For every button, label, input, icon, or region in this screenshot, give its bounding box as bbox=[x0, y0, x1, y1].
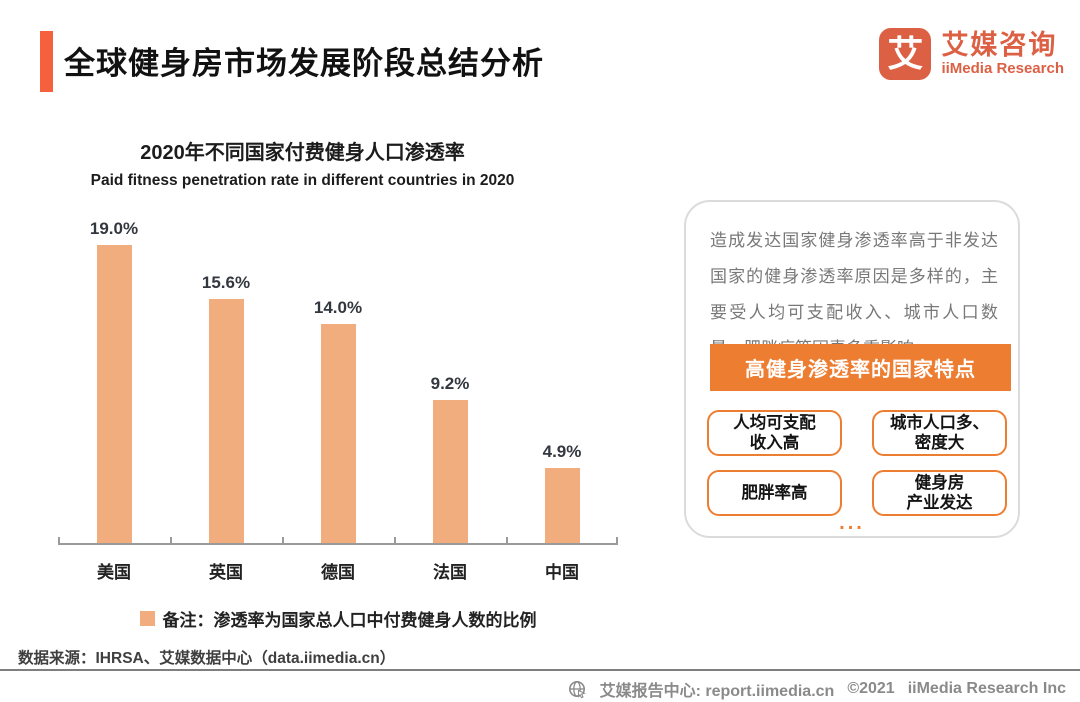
bar-value-label: 9.2% bbox=[430, 374, 470, 393]
axis-tick bbox=[58, 537, 60, 545]
bar-chart: 19.0% 15.6% 14.0% 9.2% 4.9% bbox=[58, 217, 618, 545]
feature-grid: 人均可支配收入高 城市人口多、 密度大 肥胖率高 健身房产业发达 bbox=[707, 410, 1007, 516]
feature-line: 产业发达 bbox=[906, 494, 973, 512]
title-accent-bar bbox=[40, 31, 53, 92]
chart-title: 2020年不同国家付费健身人口渗透率 bbox=[140, 142, 465, 164]
bar-slot: 9.2% bbox=[394, 374, 506, 545]
feature-line: 人均可支配 bbox=[733, 414, 816, 432]
footer-company: iiMedia Research Inc bbox=[907, 680, 1066, 697]
logo-icon: 艾 bbox=[879, 28, 932, 80]
bar-value-label: 19.0% bbox=[89, 219, 139, 238]
x-axis-label: 中国 bbox=[545, 563, 579, 582]
x-axis-label: 美国 bbox=[97, 563, 131, 582]
bar-value-label: 14.0% bbox=[313, 298, 363, 317]
axis-tick bbox=[282, 537, 284, 545]
more-ellipsis: ... bbox=[839, 512, 865, 534]
axis-tick bbox=[170, 537, 172, 545]
bar-slot: 15.6% bbox=[170, 273, 282, 545]
x-axis-label: 德国 bbox=[321, 563, 355, 582]
bar-slot: 19.0% bbox=[58, 219, 170, 545]
feature-line: 健身房 bbox=[914, 474, 965, 492]
feature-line: 肥胖率高 bbox=[741, 484, 808, 502]
bar-value-label: 15.6% bbox=[201, 273, 251, 292]
logo-name-cn: 艾媒咨询 bbox=[941, 29, 1058, 60]
data-source: 数据来源：IHRSA、艾媒数据中心（data.iimedia.cn） bbox=[18, 650, 396, 667]
x-axis-label: 法国 bbox=[433, 563, 467, 582]
features-banner: 高健身渗透率的国家特点 bbox=[710, 344, 1011, 391]
bar-slot: 14.0% bbox=[282, 298, 394, 545]
bar bbox=[208, 299, 244, 545]
footer-site: 艾媒报告中心: report.iimedia.cn bbox=[599, 683, 835, 700]
feature-box-obesity-rate: 肥胖率高 bbox=[707, 470, 842, 516]
feature-box-gym-industry: 健身房 产业发达 bbox=[872, 470, 1007, 516]
bar bbox=[432, 400, 468, 545]
x-axis-label: 英国 bbox=[209, 563, 243, 582]
feature-box-urban-population: 城市人口多、 密度大 bbox=[872, 410, 1007, 456]
bar bbox=[544, 468, 580, 545]
brand-logo: 艾 艾媒咨询 iiMedia Research bbox=[879, 28, 1064, 80]
insight-panel: 造成发达国家健身渗透率高于非发达国家的健身渗透率原因是多样的，主要受人均可支配收… bbox=[684, 200, 1020, 538]
bar-slot: 4.9% bbox=[506, 442, 618, 545]
insight-paragraph: 造成发达国家健身渗透率高于非发达国家的健身渗透率原因是多样的，主要受人均可支配收… bbox=[710, 231, 998, 358]
bar-series: 19.0% 15.6% 14.0% 9.2% 4.9% bbox=[58, 217, 618, 545]
axis-tick bbox=[616, 537, 618, 545]
bar-value-label: 4.9% bbox=[542, 442, 582, 461]
legend-note: 备注：渗透率为国家总人口中付费健身人数的比例 bbox=[162, 611, 537, 630]
logo-text: 艾媒咨询 iiMedia Research bbox=[941, 29, 1064, 77]
axis-tick bbox=[394, 537, 396, 545]
feature-box-disposable-income: 人均可支配 收入高 bbox=[707, 410, 842, 456]
logo-glyph: 艾 bbox=[887, 33, 924, 74]
feature-line: 收入高 bbox=[749, 434, 800, 452]
chart-subtitle: Paid fitness penetration rate in differe… bbox=[90, 172, 515, 189]
x-axis-labels: 美国 英国 德国 法国 中国 bbox=[58, 558, 618, 583]
chart-legend: 备注：渗透率为国家总人口中付费健身人数的比例 bbox=[58, 606, 618, 631]
page-title: 全球健身房市场发展阶段总结分析 bbox=[64, 46, 544, 81]
logo-name-en: iiMedia Research bbox=[941, 59, 1064, 77]
x-axis-line bbox=[58, 543, 618, 545]
footer-copyright: ©2021 bbox=[847, 680, 895, 697]
feature-line: 城市人口多、 bbox=[890, 414, 989, 432]
bar bbox=[320, 324, 356, 545]
globe-cursor-icon bbox=[568, 680, 587, 699]
legend-marker bbox=[139, 611, 155, 626]
footer-divider bbox=[0, 669, 1080, 671]
footer: 艾媒报告中心: report.iimedia.cn ©2021 iiMedia … bbox=[568, 677, 1066, 701]
feature-line: 密度大 bbox=[914, 434, 965, 452]
bar bbox=[96, 245, 132, 545]
axis-tick bbox=[506, 537, 508, 545]
